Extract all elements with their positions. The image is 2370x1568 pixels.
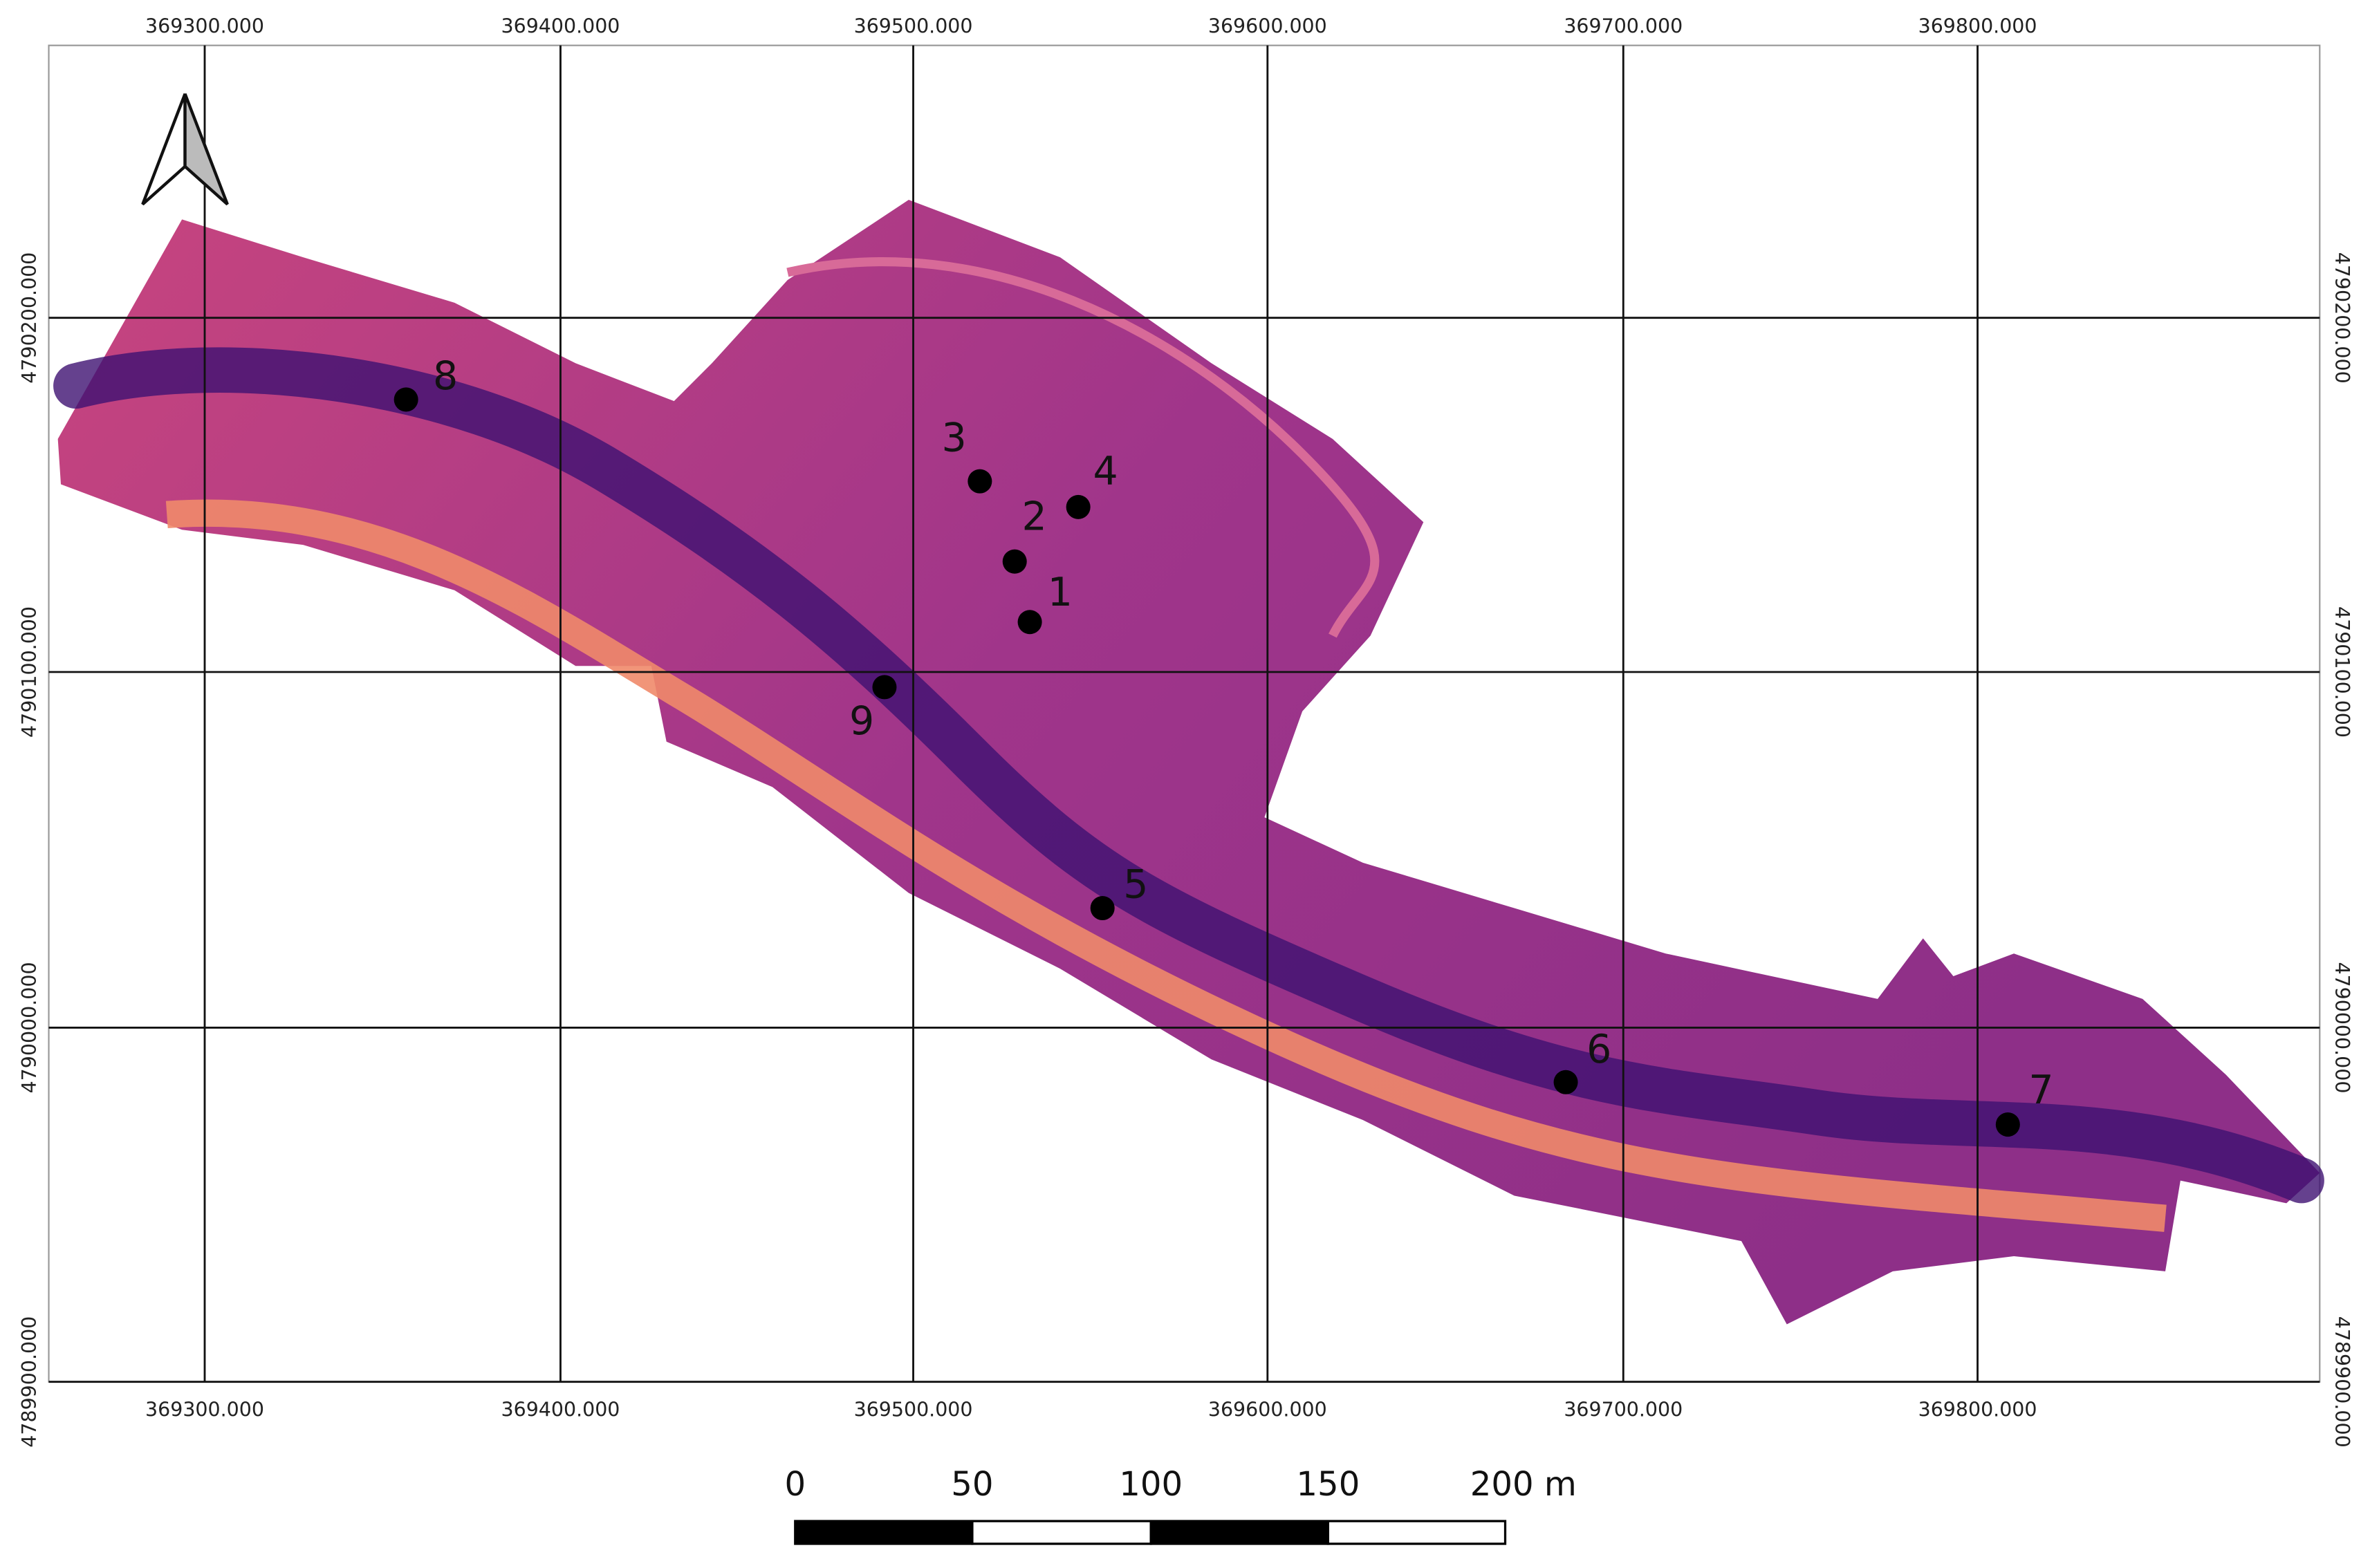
grid-label: 369600.000 (1208, 15, 1327, 37)
hill-road (786, 256, 1380, 638)
scale-segment (1149, 1520, 1330, 1545)
point-label: 3 (942, 416, 967, 461)
point-label: 9 (849, 698, 874, 744)
sample-point (1553, 1070, 1578, 1094)
grid-label: 369500.000 (854, 1398, 973, 1421)
grid-label: 369500.000 (854, 15, 973, 37)
grid-label: 369400.000 (501, 1398, 620, 1421)
sample-points: 12 3 4 5 6 7 8 9 (394, 353, 2054, 1137)
grid-label: 4790200.000 (2331, 252, 2353, 384)
sample-point (1066, 494, 1091, 519)
scale-segment (1326, 1520, 1507, 1545)
river (53, 347, 2324, 1204)
grid-label: 4789900.000 (18, 1316, 41, 1448)
point-label: 8 (433, 353, 458, 399)
sample-point (872, 675, 897, 700)
grid-label: 4790000.000 (18, 962, 41, 1093)
scale-segment (794, 1520, 974, 1545)
scale-label: 150 (1296, 1465, 1360, 1504)
scale-label: 100 (1119, 1465, 1183, 1504)
sample-point (1995, 1112, 2020, 1137)
grid-label: 369400.000 (501, 15, 620, 37)
sample-point (1017, 610, 1042, 635)
north-arrow (141, 93, 229, 206)
grid-label: 4790100.000 (18, 606, 41, 738)
road (165, 499, 2167, 1232)
scale-label: 50 (951, 1465, 993, 1504)
grid-label: 369600.000 (1208, 1398, 1327, 1421)
scale-label: 200 m (1470, 1465, 1577, 1504)
grid-label: 4790000.000 (2331, 962, 2353, 1093)
grid-label: 369300.000 (145, 1398, 264, 1421)
sample-point (1002, 549, 1027, 574)
grid-label: 369300.000 (145, 15, 264, 37)
scale-segment (971, 1520, 1152, 1545)
grid-label: 4790100.000 (2331, 606, 2353, 738)
sample-point (968, 469, 992, 494)
point-label: 1 (1048, 570, 1073, 615)
point-label: 4 (1093, 449, 1118, 494)
grid-label: 369800.000 (1918, 1398, 2037, 1421)
scale-label: 0 (784, 1465, 806, 1504)
sample-point (1090, 896, 1115, 921)
grid-label: 4789900.000 (2331, 1316, 2353, 1448)
point-label: 5 (1123, 861, 1148, 907)
sample-point (394, 387, 418, 412)
grid-label: 369800.000 (1918, 15, 2037, 37)
point-label: 2 (1022, 494, 1047, 540)
grid-label: 369700.000 (1564, 1398, 1683, 1421)
grid-label: 4790200.000 (18, 252, 41, 384)
point-label: 6 (1586, 1027, 1611, 1072)
scale-bar: 0 50 100 150 200 m (784, 1465, 1577, 1545)
grid: 369300.000 369300.000 369400.000 369400.000… (18, 15, 2353, 1447)
grid-label: 369700.000 (1564, 15, 1683, 37)
point-label: 7 (2028, 1067, 2053, 1113)
